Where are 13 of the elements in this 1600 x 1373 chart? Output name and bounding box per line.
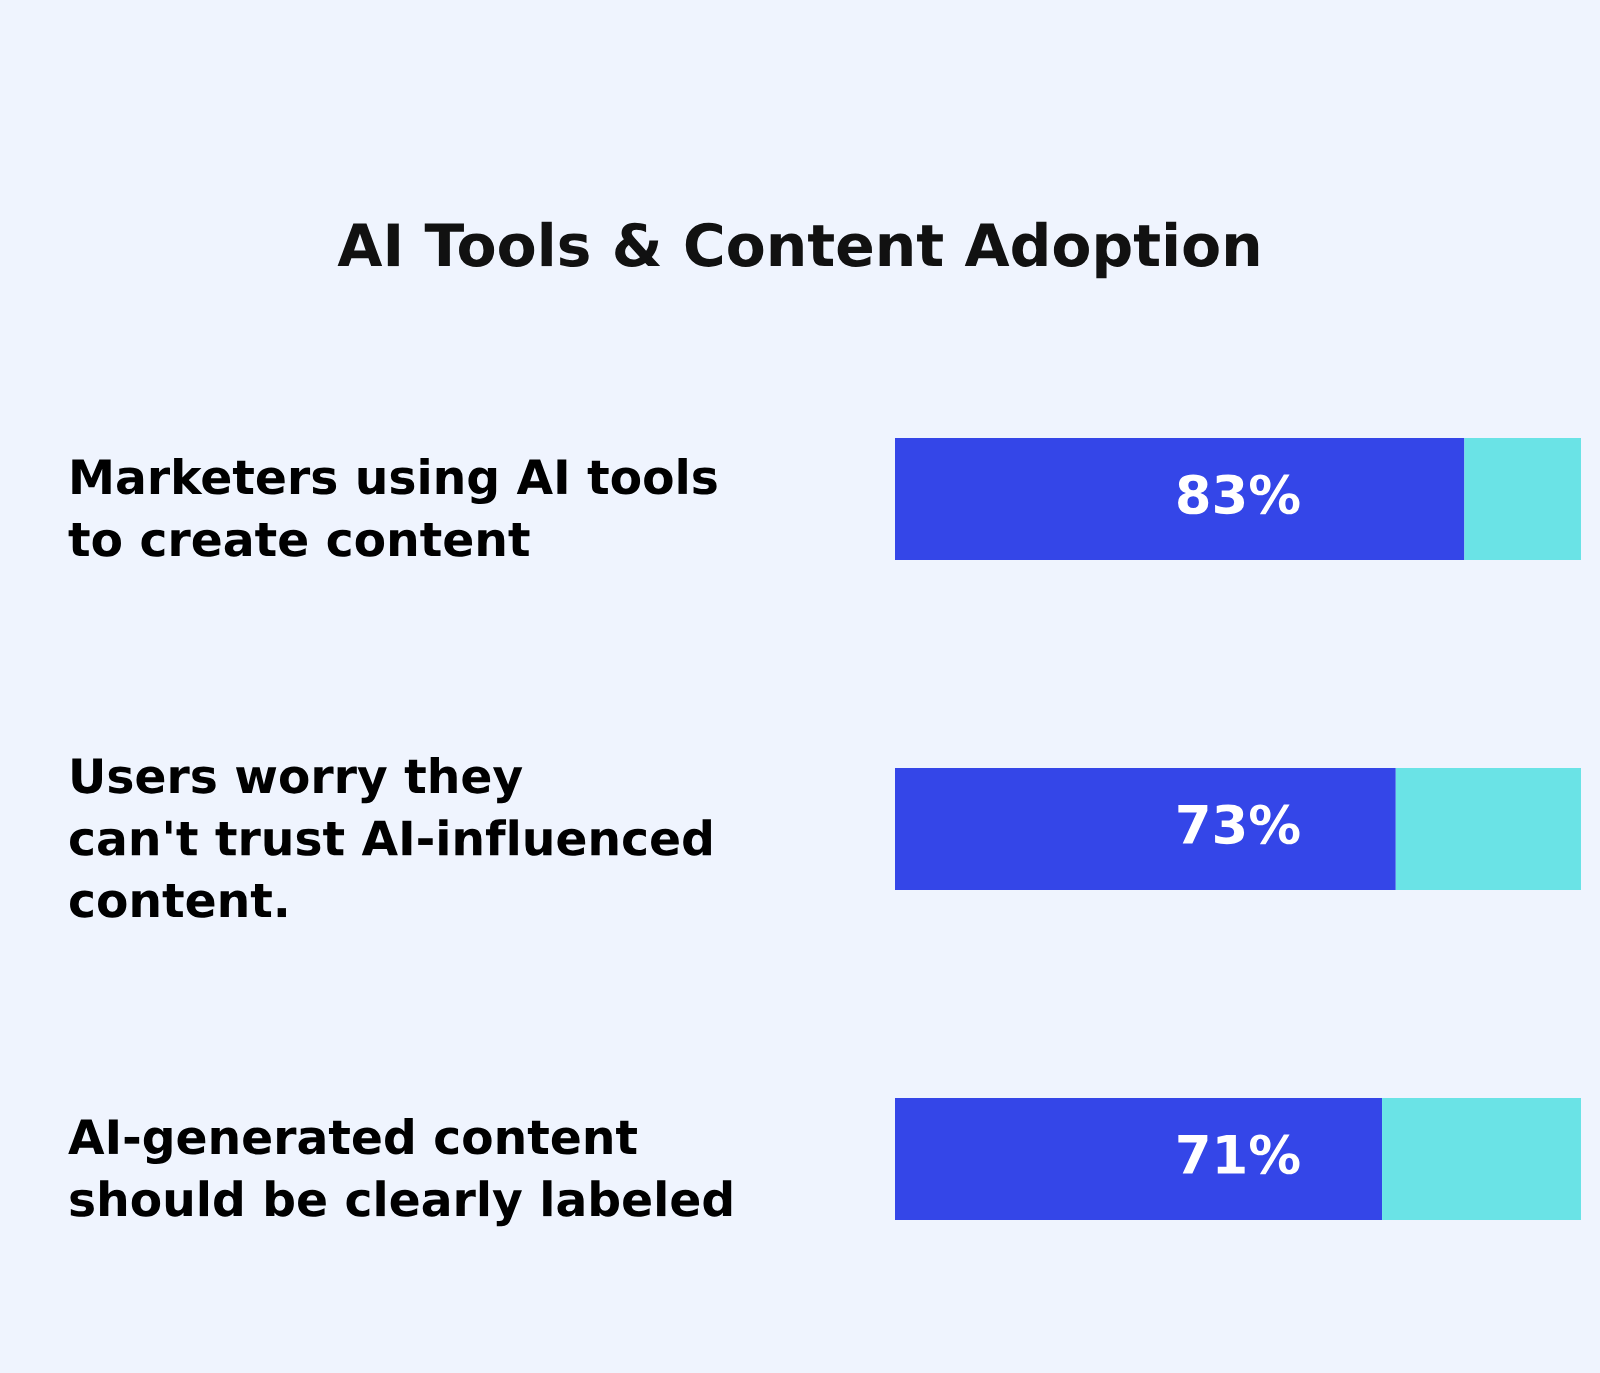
bar bbox=[895, 437, 1465, 561]
chart-title: AI Tools & Content Adoption bbox=[337, 221, 1259, 279]
bar bbox=[895, 1097, 1383, 1221]
bar bbox=[1382, 1097, 1581, 1221]
data-label: 73% bbox=[1178, 804, 1300, 845]
y-tick-label: Users worry they can't trust AI-influenced content. bbox=[70, 757, 711, 918]
data-label: 83% bbox=[1178, 474, 1300, 515]
bar bbox=[1464, 437, 1581, 561]
y-tick-label: Marketers using AI tools to create content bbox=[68, 458, 717, 557]
bar bbox=[1395, 767, 1581, 891]
bar bbox=[895, 767, 1396, 891]
y-tick-label: AI-generated content should be clearly labeled bbox=[68, 1118, 732, 1227]
data-label: 71% bbox=[1178, 1134, 1300, 1175]
